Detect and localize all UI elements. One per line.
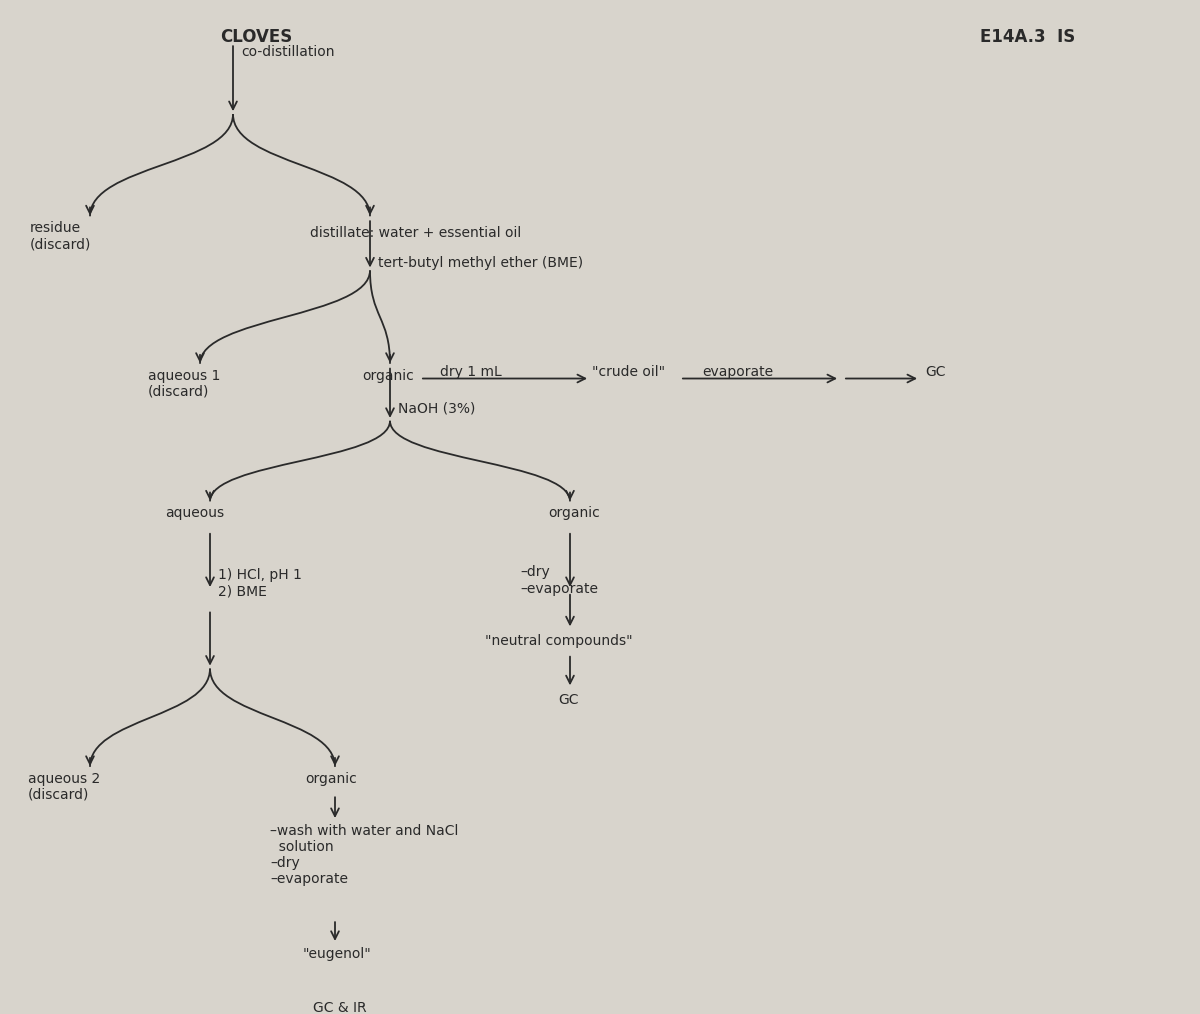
Text: CLOVES: CLOVES [220,27,293,46]
Text: aqueous 1
(discard): aqueous 1 (discard) [148,369,221,399]
Text: 1) HCl, pH 1
2) BME: 1) HCl, pH 1 2) BME [218,568,302,598]
Text: NaOH (3%): NaOH (3%) [398,402,475,415]
Text: residue
(discard): residue (discard) [30,221,91,251]
Text: "neutral compounds": "neutral compounds" [485,634,632,648]
Text: co-distillation: co-distillation [241,46,335,59]
Text: distillate: water + essential oil: distillate: water + essential oil [310,226,521,240]
Text: aqueous 2
(discard): aqueous 2 (discard) [28,772,101,802]
Text: E14A.3  IS: E14A.3 IS [980,27,1075,46]
Text: organic: organic [305,772,356,786]
Text: GC: GC [558,694,578,707]
Text: organic: organic [362,369,414,382]
Text: –wash with water and NaCl
  solution
–dry
–evaporate: –wash with water and NaCl solution –dry … [270,824,458,886]
Text: dry 1 mL: dry 1 mL [440,365,502,379]
Text: –dry
–evaporate: –dry –evaporate [520,566,598,595]
Text: GC: GC [925,365,946,378]
Text: "eugenol": "eugenol" [302,947,372,961]
Text: evaporate: evaporate [702,365,773,379]
Text: organic: organic [548,506,600,520]
Text: tert-butyl methyl ether (BME): tert-butyl methyl ether (BME) [378,256,583,270]
Text: "crude oil": "crude oil" [592,365,665,378]
Text: GC & IR: GC & IR [313,1001,367,1014]
Text: aqueous: aqueous [166,506,224,520]
